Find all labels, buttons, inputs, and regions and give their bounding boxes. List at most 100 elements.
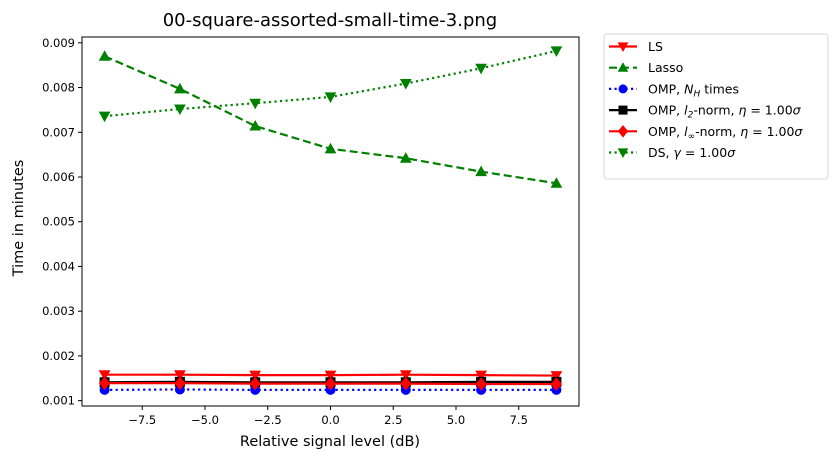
- legend-text: DS,: [648, 145, 674, 160]
- legend-marker: [618, 84, 628, 94]
- data-point: [475, 370, 487, 382]
- legend-marker: [617, 62, 629, 72]
- legend-box: [603, 33, 829, 180]
- legend-label: OMP, NH times: [648, 81, 739, 99]
- legend-symbol: σ: [793, 103, 802, 118]
- legend-marker: [617, 148, 629, 159]
- legend-symbol: γ: [674, 145, 682, 160]
- data-point: [475, 63, 487, 75]
- data-point: [324, 376, 337, 391]
- data-point: [324, 142, 337, 154]
- y-tick-label: 0.002: [42, 349, 75, 363]
- legend-subscript: H: [693, 89, 700, 99]
- legend-marker: [617, 42, 629, 53]
- x-tick-label: −2.5: [254, 413, 282, 427]
- legend-text: = 1.00: [746, 103, 792, 118]
- data-point: [475, 377, 487, 391]
- legend-text: Lasso: [648, 60, 683, 75]
- chart-title: 00-square-assorted-small-time-3.png: [163, 10, 498, 31]
- legend-text: LS: [648, 39, 663, 54]
- legend-text: OMP,: [648, 81, 684, 96]
- y-tick-label: 0.005: [42, 215, 75, 229]
- y-tick-label: 0.003: [42, 304, 75, 318]
- data-point: [399, 370, 412, 381]
- data-point: [399, 79, 412, 90]
- legend-symbol: l: [684, 103, 688, 118]
- data-point: [550, 177, 563, 188]
- data-point: [475, 165, 487, 177]
- plot-area: −7.5 −5.0 −2.5 0.0 2.5 5.0 7.5 0.001 0.002 0.003 0…: [42, 36, 580, 427]
- data-point: [249, 119, 262, 131]
- legend-symbol: N: [684, 81, 694, 96]
- y-tick-label: 0.009: [42, 36, 75, 50]
- x-tick-label: −5.0: [191, 413, 219, 427]
- data-point: [249, 370, 262, 382]
- legend-label: OMP, l2-norm, η = 1.00σ: [648, 103, 802, 121]
- data-point: [399, 152, 412, 163]
- x-tick-label: 7.5: [510, 413, 528, 427]
- y-tick-label: 0.001: [42, 394, 75, 408]
- data-point: [324, 92, 337, 103]
- series-4: [98, 376, 563, 391]
- data-point: [98, 111, 111, 123]
- y-tick-label: 0.006: [42, 170, 75, 184]
- legend-entry: OMP, l2-norm, η = 1.00σ: [609, 103, 802, 121]
- data-point: [98, 376, 111, 390]
- data-point: [400, 376, 412, 391]
- y-axis-label: Time in minutes: [11, 160, 27, 278]
- data-point: [174, 104, 186, 116]
- legend-label: OMP, l∞-norm, η = 1.00σ: [648, 124, 803, 142]
- y-tick-label: 0.007: [42, 125, 75, 139]
- series-line: [104, 55, 557, 185]
- legend-symbol: η: [740, 124, 748, 139]
- data-point: [174, 370, 186, 381]
- data-point: [550, 377, 563, 391]
- data-point: [550, 371, 563, 382]
- series-5: [98, 46, 563, 123]
- legend-entry: OMP, NH times: [609, 81, 739, 99]
- series-line: [104, 49, 557, 118]
- data-point: [249, 98, 262, 110]
- legend-text: = 1.00: [681, 145, 727, 160]
- legend-symbol: l: [684, 124, 688, 139]
- y-tick-label: 0.004: [42, 259, 75, 273]
- legend-subscript: 2: [688, 111, 694, 121]
- legend-text: OMP,: [648, 124, 684, 139]
- legend-entry: OMP, l∞-norm, η = 1.00σ: [609, 124, 803, 142]
- legend-entry: LS: [609, 39, 663, 54]
- legend-text: -norm,: [695, 124, 740, 139]
- legend-subscript: ∞: [688, 132, 696, 142]
- data-point: [174, 376, 186, 390]
- legend-label: DS, γ = 1.00σ: [648, 145, 736, 160]
- x-tick-label: 5.0: [447, 413, 465, 427]
- legend-symbol: σ: [794, 124, 803, 139]
- legend-text: OMP,: [648, 103, 684, 118]
- data-point: [98, 370, 111, 381]
- legend-entry: DS, γ = 1.00σ: [609, 145, 736, 160]
- series-0: [98, 370, 563, 382]
- x-tick-label: −7.5: [128, 413, 156, 427]
- plot-frame: [81, 36, 580, 407]
- x-axis-label: Relative signal level (dB): [240, 434, 420, 450]
- y-tick-label: 0.008: [42, 81, 75, 95]
- data-point: [98, 50, 111, 61]
- legend-entry: Lasso: [609, 60, 683, 75]
- x-tick-label: 2.5: [384, 413, 402, 427]
- legend-text: = 1.00: [748, 124, 794, 139]
- legend-label: Lasso: [648, 60, 683, 75]
- x-tick-label: 0.0: [321, 413, 339, 427]
- legend-text: times: [700, 81, 739, 96]
- legend-text: -norm,: [693, 103, 738, 118]
- data-point: [324, 370, 337, 382]
- legend-marker: [617, 125, 629, 138]
- legend-label: LS: [648, 39, 663, 54]
- data-point: [249, 376, 261, 391]
- legend-marker: [618, 105, 628, 115]
- series-1: [98, 50, 563, 188]
- legend-symbol: σ: [727, 145, 736, 160]
- data-point: [550, 46, 563, 57]
- data-point: [174, 82, 186, 94]
- legend-symbol: η: [738, 103, 746, 118]
